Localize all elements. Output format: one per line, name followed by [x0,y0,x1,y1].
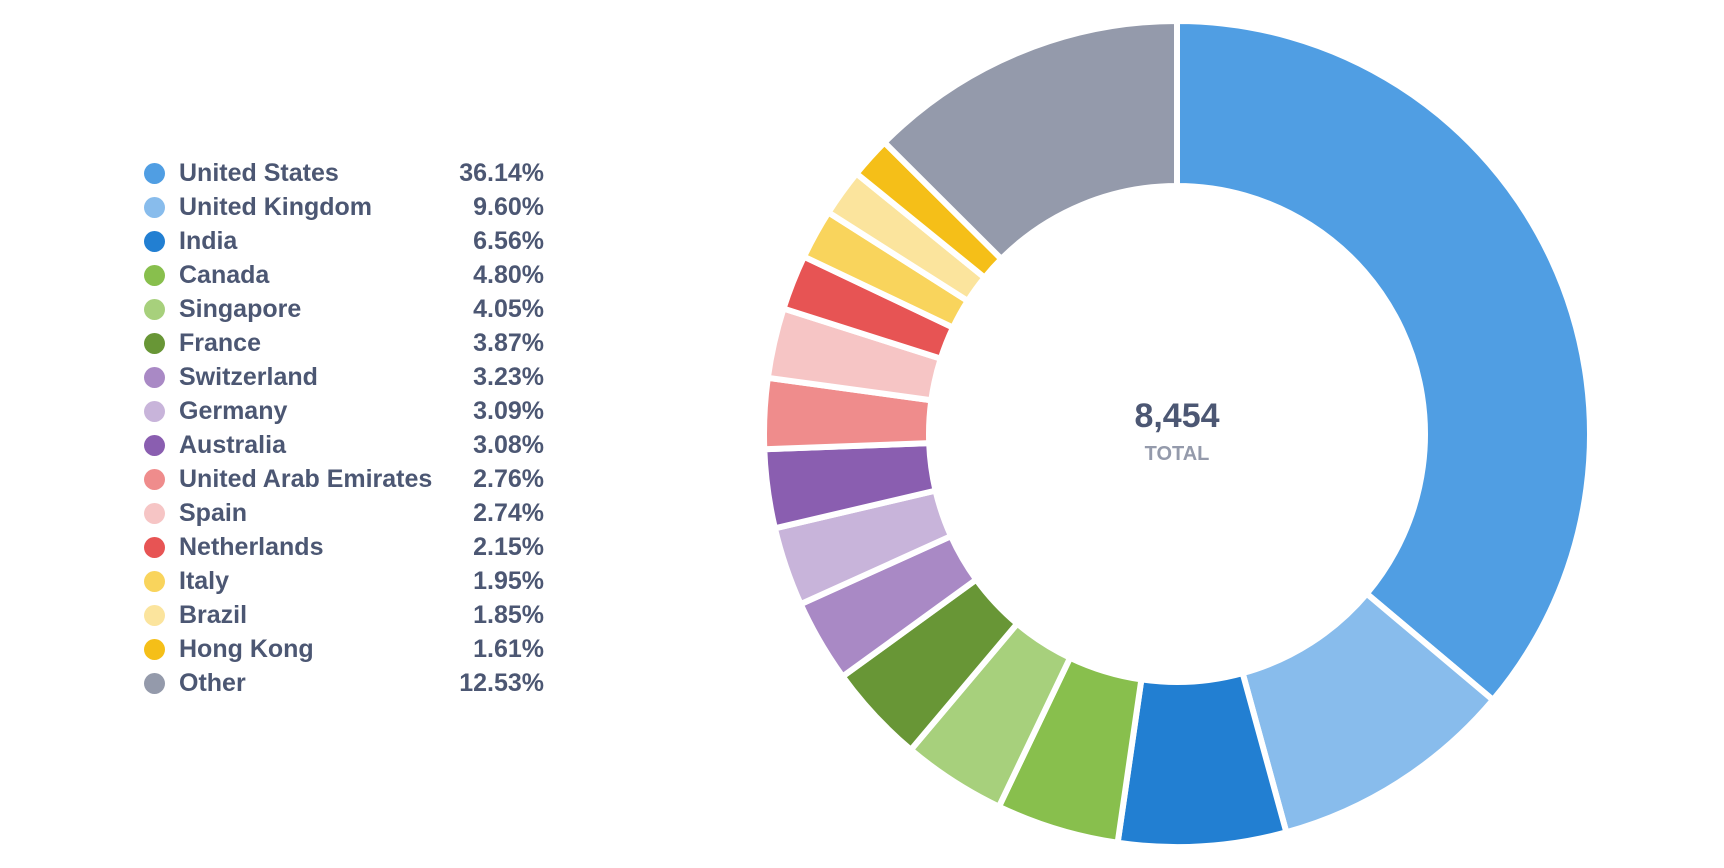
legend-value: 1.85% [473,601,544,629]
legend-item[interactable]: Switzerland 3.23% [144,360,544,394]
legend-color-dot [144,163,165,184]
legend-color-dot [144,571,165,592]
legend-value: 2.74% [473,499,544,527]
legend-value: 3.23% [473,363,544,391]
donut-center-label: TOTAL [1145,443,1210,465]
legend-color-dot [144,673,165,694]
donut-chart: 8,454 TOTAL [761,18,1593,850]
legend-item[interactable]: Canada 4.80% [144,258,544,292]
legend-color-dot [144,435,165,456]
legend-color-dot [144,537,165,558]
legend-item[interactable]: Singapore 4.05% [144,292,544,326]
legend-item[interactable]: Hong Kong 1.61% [144,632,544,666]
legend-item[interactable]: France 3.87% [144,326,544,360]
legend-item[interactable]: Italy 1.95% [144,564,544,598]
legend-color-dot [144,367,165,388]
legend-item[interactable]: Spain 2.74% [144,496,544,530]
legend-value: 4.05% [473,295,544,323]
legend-label: France [179,329,261,357]
legend-label: Other [179,669,246,697]
legend-value: 36.14% [459,159,544,187]
legend-value: 3.09% [473,397,544,425]
donut-center-total: 8,454 [1134,397,1219,435]
legend-item[interactable]: Netherlands 2.15% [144,530,544,564]
legend-label: Germany [179,397,288,425]
legend-item[interactable]: India 6.56% [144,224,544,258]
legend-value: 12.53% [459,669,544,697]
legend-color-dot [144,503,165,524]
legend-label: Switzerland [179,363,318,391]
legend-item[interactable]: United Arab Emirates 2.76% [144,462,544,496]
legend-color-dot [144,605,165,626]
legend-value: 1.61% [473,635,544,663]
donut-slices [761,18,1593,850]
legend-item[interactable]: Germany 3.09% [144,394,544,428]
legend-value: 2.76% [473,465,544,493]
legend-label: United Kingdom [179,193,373,221]
legend-value: 1.95% [473,567,544,595]
legend-color-dot [144,469,165,490]
legend-label: Australia [179,431,286,459]
legend-value: 3.87% [473,329,544,357]
legend-color-dot [144,299,165,320]
legend-label: Hong Kong [179,635,314,663]
legend-label: Netherlands [179,533,324,561]
legend-color-dot [144,231,165,252]
legend-label: United States [179,159,339,187]
legend-value: 4.80% [473,261,544,289]
legend-value: 6.56% [473,227,544,255]
legend-item[interactable]: Australia 3.08% [144,428,544,462]
legend-color-dot [144,197,165,218]
legend-item[interactable]: United States 36.14% [144,156,544,190]
legend-label: Italy [179,567,230,595]
legend-label: India [179,227,238,255]
legend-color-dot [144,639,165,660]
donut-slice[interactable] [1174,18,1593,703]
legend-item[interactable]: United Kingdom 9.60% [144,190,544,224]
legend-value: 2.15% [473,533,544,561]
legend-color-dot [144,333,165,354]
chart-legend: United States 36.14% United Kingdom 9.60% In… [144,156,544,700]
legend-label: Spain [179,499,248,527]
legend-color-dot [144,401,165,422]
legend-item[interactable]: Other 12.53% [144,666,544,700]
legend-label: Canada [179,261,270,289]
legend-label: Singapore [179,295,302,323]
legend-label: United Arab Emirates [179,465,433,493]
legend-color-dot [144,265,165,286]
donut-slice[interactable] [881,18,1180,262]
legend-item[interactable]: Brazil 1.85% [144,598,544,632]
legend-label: Brazil [179,601,248,629]
legend-value: 9.60% [473,193,544,221]
legend-value: 3.08% [473,431,544,459]
